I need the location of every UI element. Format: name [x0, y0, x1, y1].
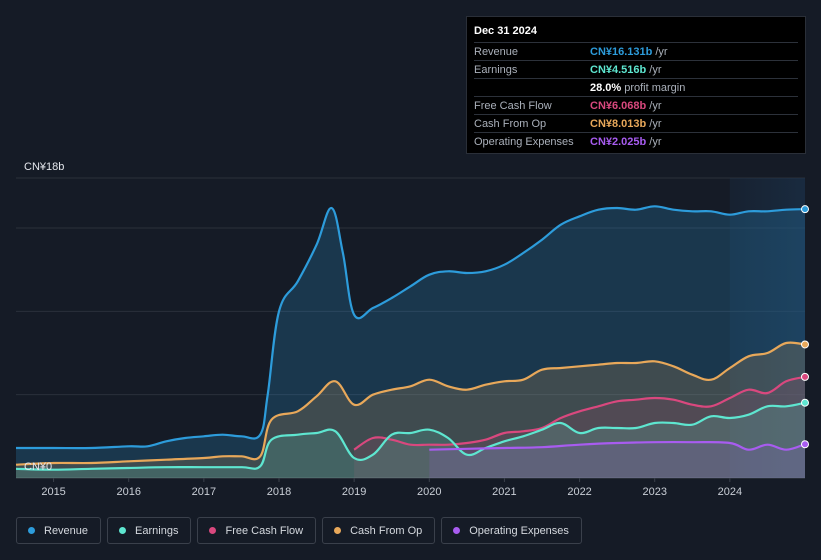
tooltip-date: Dec 31 2024 — [474, 25, 798, 43]
operating-expenses-end-point — [801, 440, 809, 449]
revenue-area — [16, 206, 805, 479]
tooltip-unit: profit margin — [624, 81, 686, 94]
x-tick-label: 2022 — [567, 486, 591, 498]
operating-expenses-line — [429, 440, 806, 451]
tooltip-label: Free Cash Flow — [474, 99, 552, 112]
tooltip-label: Earnings — [474, 63, 518, 76]
legend-item-revenue[interactable]: Revenue — [16, 517, 102, 544]
tooltip-unit: /yr — [649, 117, 662, 130]
tooltip-unit: /yr — [649, 63, 662, 76]
cash-from-op-line — [15, 341, 806, 466]
legend-label: Free Cash Flow — [225, 524, 304, 537]
x-tick-label: 2017 — [192, 486, 216, 498]
legend-dot-icon — [209, 527, 217, 534]
y-axis-bottom-label: CN¥0 — [24, 461, 52, 473]
legend-dot-icon — [334, 527, 342, 534]
legend-label: Operating Expenses — [469, 524, 569, 537]
tooltip-label: Revenue — [474, 45, 519, 58]
tooltip-row: Operating Expenses CN¥2.025b/yr — [474, 133, 798, 150]
x-tick-label: 2015 — [41, 486, 65, 498]
x-tick-label: 2024 — [718, 486, 742, 498]
tooltip-unit: /yr — [655, 45, 668, 58]
cash-from-op-end-point — [801, 340, 809, 349]
revenue-end-point — [801, 205, 809, 214]
earnings-line — [15, 401, 806, 471]
legend-label: Earnings — [135, 524, 179, 537]
tooltip-row: Cash From Op CN¥8.013b/yr — [474, 115, 798, 133]
earnings-area — [16, 402, 805, 478]
x-tick-label: 2021 — [492, 486, 516, 498]
x-tick-label: 2016 — [116, 486, 140, 498]
x-tick-label: 2018 — [267, 486, 291, 498]
earnings-end-point — [801, 398, 809, 407]
legend-item-operating-expenses[interactable]: Operating Expenses — [441, 517, 582, 544]
tooltip-row: Earnings CN¥4.516b/yr — [474, 61, 798, 79]
tooltip-label: Operating Expenses — [474, 135, 574, 148]
tooltip-row: Revenue CN¥16.131b/yr — [474, 43, 798, 61]
tooltip-unit: /yr — [649, 99, 662, 112]
legend-dot-icon — [453, 527, 461, 534]
x-tick-label: 2023 — [642, 486, 666, 498]
chart: 2015 2016 2017 2018 2019 2020 2021 2022 2023 2024… — [15, 161, 809, 498]
tooltip-value: CN¥16.131b — [590, 45, 653, 58]
tooltip-value: CN¥4.516b — [590, 63, 647, 76]
y-axis-top-label: CN¥18b — [24, 161, 64, 173]
tooltip-unit: /yr — [649, 135, 662, 148]
revenue-line — [16, 205, 806, 450]
legend-label: Cash From Op — [350, 524, 423, 537]
tooltip-value: CN¥8.013b — [590, 117, 647, 130]
tooltip-row: Free Cash Flow CN¥6.068b/yr — [474, 97, 798, 115]
legend-item-cash-from-op[interactable]: Cash From Op — [322, 517, 436, 544]
legend-item-free-cash-flow[interactable]: Free Cash Flow — [197, 517, 317, 544]
tooltip-value: CN¥6.068b — [590, 99, 647, 112]
legend-label: Revenue — [44, 524, 89, 537]
legend: Revenue Earnings Free Cash Flow Cash From O… — [16, 517, 582, 544]
legend-dot-icon — [119, 527, 127, 534]
x-tick-label: 2020 — [417, 486, 441, 498]
legend-dot-icon — [28, 527, 35, 534]
tooltip-label: Cash From Op — [474, 117, 547, 130]
tooltip-value: 28.0% — [590, 81, 622, 94]
tooltip-row: 28.0% profit margin — [474, 79, 798, 97]
free-cash-flow-area — [354, 376, 805, 478]
legend-item-earnings[interactable]: Earnings — [107, 517, 192, 544]
operating-expenses-area — [429, 442, 805, 478]
free-cash-flow-line — [353, 375, 806, 451]
tooltip-value: CN¥2.025b — [590, 135, 647, 148]
x-tick-label: 2019 — [342, 486, 366, 498]
tooltip: Dec 31 2024 Revenue CN¥16.131b/yr Earnings… — [466, 16, 806, 154]
highlight-band — [729, 178, 805, 478]
free-cash-flow-end-point — [801, 372, 809, 381]
